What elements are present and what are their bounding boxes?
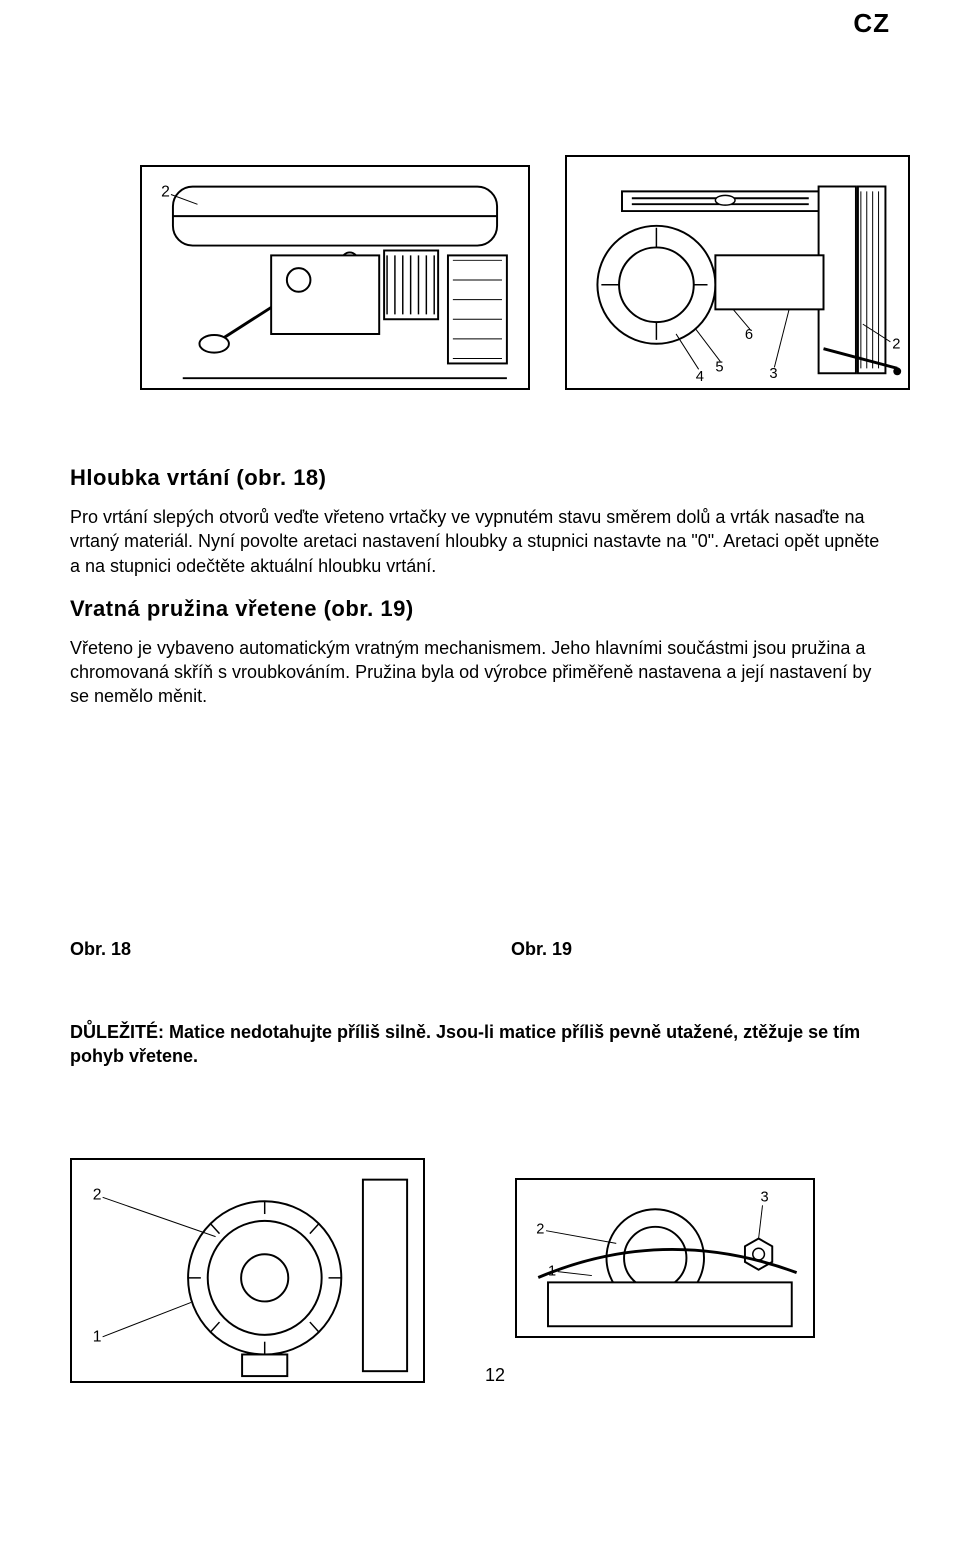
important-note: DŮLEŽITÉ: Matice nedotahujte příliš siln… (70, 1020, 890, 1069)
heading-spring: Vratná pružina vřetene (obr. 19) (70, 596, 890, 622)
svg-text:4: 4 (696, 369, 704, 385)
svg-text:3: 3 (761, 1190, 769, 1206)
svg-text:2: 2 (93, 1187, 102, 1204)
svg-text:2: 2 (536, 1222, 544, 1238)
svg-text:3: 3 (769, 366, 777, 382)
figure-18-caption: Obr. 18 (70, 939, 131, 960)
figure-20: 2 1 (70, 1158, 425, 1383)
svg-text:5: 5 (715, 359, 723, 375)
svg-text:6: 6 (745, 327, 753, 343)
paragraph-depth: Pro vrtání slepých otvorů veďte vřeteno … (70, 505, 890, 578)
svg-text:1: 1 (548, 1264, 556, 1280)
svg-text:2: 2 (892, 337, 900, 353)
figure-21: 2 3 1 (515, 1178, 815, 1338)
figure-19-caption: Obr. 19 (511, 939, 572, 960)
paragraph-spring: Vřeteno je vybaveno automatickým vratným… (70, 636, 890, 709)
figure-17: 6 5 4 3 2 (565, 155, 910, 390)
heading-depth: Hloubka vrtání (obr. 18) (70, 465, 890, 491)
svg-text:2: 2 (161, 183, 170, 200)
svg-text:1: 1 (93, 1329, 102, 1346)
figure-16: 2 (140, 165, 530, 390)
